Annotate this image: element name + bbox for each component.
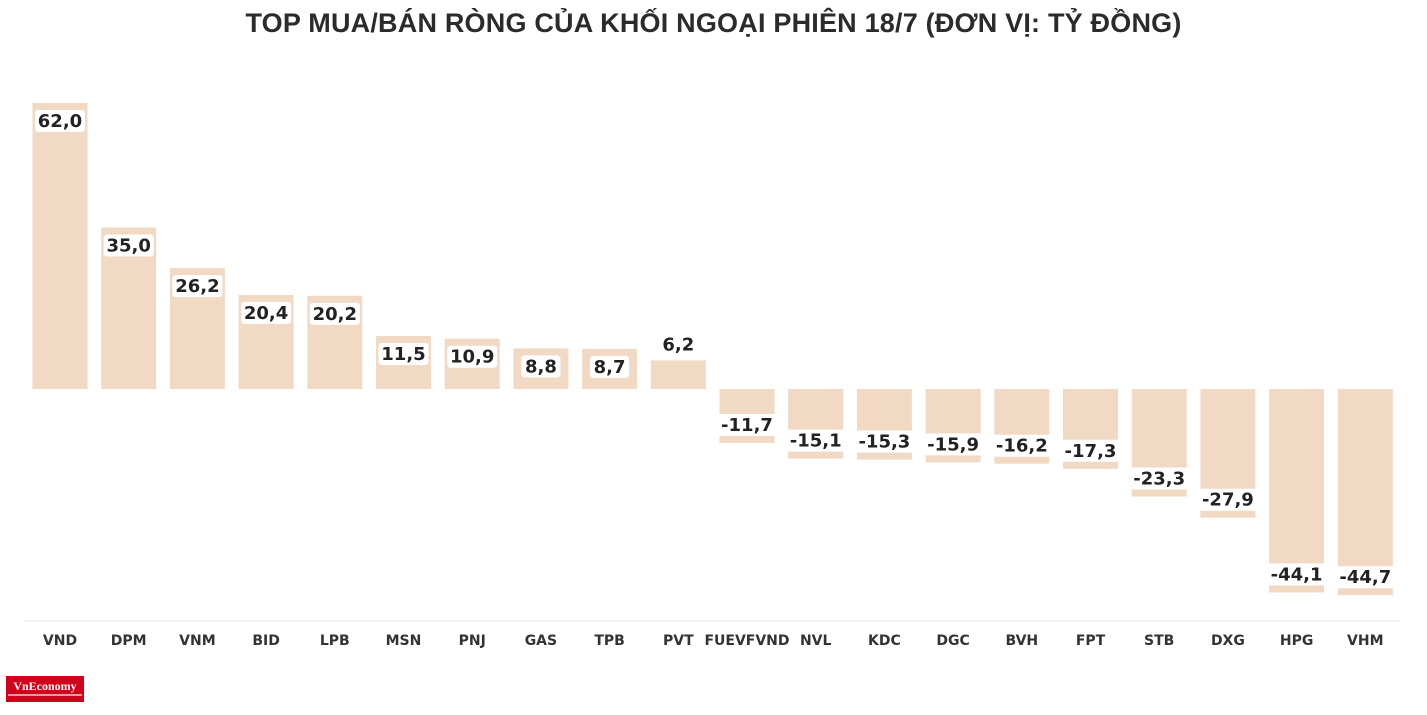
value-label-hpg: -44,1 [1271, 564, 1323, 585]
value-label-bg [35, 110, 85, 132]
value-label-stb: -23,3 [1133, 468, 1185, 489]
x-tick-label-vhm: VHM [1347, 633, 1383, 649]
value-label-bg [1334, 566, 1396, 589]
value-label-pnj: 10,9 [450, 347, 494, 368]
value-label-bg [103, 234, 154, 257]
x-tick-label-tpb: TPB [594, 633, 624, 649]
value-label-bg [309, 302, 360, 325]
value-label-bg [785, 429, 847, 452]
bar-vnd [32, 103, 88, 389]
value-label-bg [853, 430, 915, 453]
value-label-pvt: 6,2 [662, 334, 694, 355]
x-tick-label-lpb: LPB [320, 633, 350, 649]
x-tick-label-pvt: PVT [663, 633, 694, 649]
x-tick-label-bid: BID [252, 633, 280, 649]
value-label-tpb: 8,7 [594, 357, 626, 378]
x-tick-label-hpg: HPG [1280, 633, 1313, 649]
value-label-gas: 8,8 [525, 356, 557, 377]
x-tick-label-kdc: KDC [868, 633, 901, 649]
value-label-vhm: -44,7 [1339, 567, 1391, 588]
x-tick-label-dxg: DXG [1211, 633, 1245, 649]
bar-hpg [1269, 389, 1325, 593]
value-label-dxg: -27,9 [1202, 490, 1254, 511]
value-label-bg [1266, 563, 1328, 586]
value-label-bg [378, 342, 429, 365]
value-label-dpm: 35,0 [106, 236, 150, 257]
bar-vhm [1337, 389, 1393, 596]
x-tick-label-msn: MSN [386, 633, 422, 649]
value-label-msn: 11,5 [381, 344, 425, 365]
value-label-nvl: -15,1 [790, 431, 842, 452]
bar-pvt [650, 360, 706, 389]
chart-title: TOP MUA/BÁN RÒNG CỦA KHỐI NGOẠI PHIÊN 18… [245, 8, 1182, 38]
x-tick-label-vnm: VNM [179, 633, 215, 649]
value-label-bg [447, 345, 498, 368]
value-label-bg [1060, 439, 1121, 462]
logo-underline [8, 694, 82, 696]
value-label-bvh: -16,2 [996, 436, 1048, 457]
x-tick-label-fuevfvnd: FUEVFVND [704, 633, 789, 649]
value-label-lpb: 20,2 [313, 304, 357, 325]
logo-text: VnEconomy [13, 679, 77, 693]
vneconomy-logo: VnEconomy [6, 676, 84, 702]
value-label-bg [1128, 467, 1190, 490]
value-label-bg [991, 434, 1053, 457]
x-tick-label-dgc: DGC [936, 633, 969, 649]
value-label-bg [1197, 488, 1259, 511]
value-label-fpt: -17,3 [1065, 441, 1117, 462]
x-tick-label-fpt: FPT [1076, 633, 1106, 649]
x-tick-label-nvl: NVL [800, 633, 832, 649]
value-label-bg [922, 433, 984, 456]
value-label-bg [716, 413, 778, 436]
value-label-bg [172, 275, 223, 298]
x-tick-label-vnd: VND [43, 633, 77, 649]
value-label-bg [241, 301, 292, 324]
value-label-fuevfvnd: -11,7 [721, 415, 773, 436]
value-label-kdc: -15,3 [858, 432, 910, 453]
x-tick-label-bvh: BVH [1005, 633, 1038, 649]
value-label-vnd: 62,0 [38, 111, 82, 132]
value-label-bg [521, 355, 561, 378]
x-tick-label-dpm: DPM [111, 633, 147, 649]
x-tick-label-stb: STB [1144, 633, 1174, 649]
value-label-bid: 20,4 [244, 303, 288, 324]
value-label-vnm: 26,2 [175, 276, 219, 297]
x-tick-label-gas: GAS [525, 633, 557, 649]
value-label-bg [590, 355, 630, 378]
value-label-dgc: -15,9 [927, 434, 979, 455]
x-tick-label-pnj: PNJ [459, 633, 486, 649]
